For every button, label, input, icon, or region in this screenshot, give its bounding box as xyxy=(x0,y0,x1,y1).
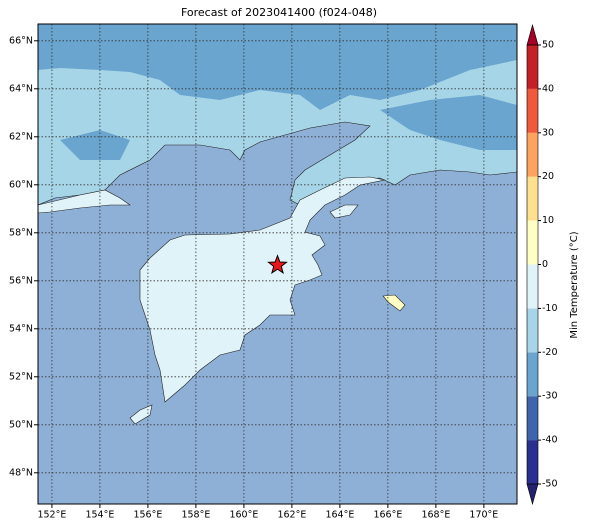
colorbar-bin xyxy=(527,264,538,309)
lon-tick-label: 156°E xyxy=(133,510,162,521)
lat-tick-label: 54°N xyxy=(9,323,33,334)
colorbar-over xyxy=(526,23,539,46)
lon-tick-label: 158°E xyxy=(181,510,210,521)
colorbar-tick-label: 40 xyxy=(542,83,554,94)
colorbar-bin xyxy=(527,88,538,133)
colorbar-tick-label: 0 xyxy=(542,259,548,270)
colorbar-bin xyxy=(527,308,538,353)
colorbar-tick-label: 20 xyxy=(542,171,554,182)
colorbar-bin xyxy=(527,352,538,397)
lat-tick-label: 62°N xyxy=(9,131,33,142)
colorbar-tick-label: -50 xyxy=(542,479,558,490)
cold-zone xyxy=(38,24,517,110)
colorbar-tick-label: -10 xyxy=(542,303,558,314)
colorbar-under xyxy=(526,483,539,506)
lat-tick-label: 50°N xyxy=(9,419,33,430)
peninsula xyxy=(139,176,386,403)
graticule xyxy=(38,24,517,504)
lon-tick-label: 170°E xyxy=(469,510,498,521)
lon-tick-label: 160°E xyxy=(229,510,258,521)
lat-tick-label: 64°N xyxy=(9,83,33,94)
colorbar-tick-label: -20 xyxy=(542,347,558,358)
lon-tick-label: 154°E xyxy=(85,510,114,521)
colorbar-label: Min Temperature (°C) xyxy=(569,231,580,338)
lon-tick-label: 166°E xyxy=(373,510,402,521)
lat-tick-label: 48°N xyxy=(9,467,33,478)
colorbar-tick-label: 50 xyxy=(542,40,554,51)
cold-zone xyxy=(380,95,517,150)
lat-tick-label: 56°N xyxy=(9,275,33,286)
colorbar-bin xyxy=(527,45,538,89)
lon-tick-label: 162°E xyxy=(277,510,306,521)
station-marker xyxy=(267,254,288,275)
map-layer xyxy=(38,24,517,504)
map-frame xyxy=(37,23,518,505)
island xyxy=(129,404,153,425)
lat-tick-label: 60°N xyxy=(9,179,33,190)
colorbar-bin xyxy=(527,396,538,441)
coast-strip xyxy=(38,189,131,214)
colorbar-tick-label: 10 xyxy=(542,215,554,226)
lat-tick-label: 58°N xyxy=(9,227,33,238)
colorbar-bin xyxy=(527,132,538,177)
lat-tick-label: 52°N xyxy=(9,371,33,382)
lon-tick-label: 152°E xyxy=(37,510,66,521)
title: Forecast of 2023041400 (f024-048) xyxy=(181,6,377,19)
lon-tick-label: 168°E xyxy=(421,510,450,521)
lon-tick-label: 164°E xyxy=(325,510,354,521)
island xyxy=(329,204,359,219)
colorbar-bin xyxy=(527,440,538,484)
colorbar-bin xyxy=(527,220,538,265)
colorbar-bin xyxy=(527,176,538,221)
lat-tick-label: 66°N xyxy=(9,35,33,46)
colorbar-tick-label: 30 xyxy=(542,127,554,138)
colorbar-tick-label: -30 xyxy=(542,391,558,402)
colorbar-tick-label: -40 xyxy=(542,435,558,446)
cold-zone xyxy=(60,130,130,160)
island xyxy=(382,294,406,312)
